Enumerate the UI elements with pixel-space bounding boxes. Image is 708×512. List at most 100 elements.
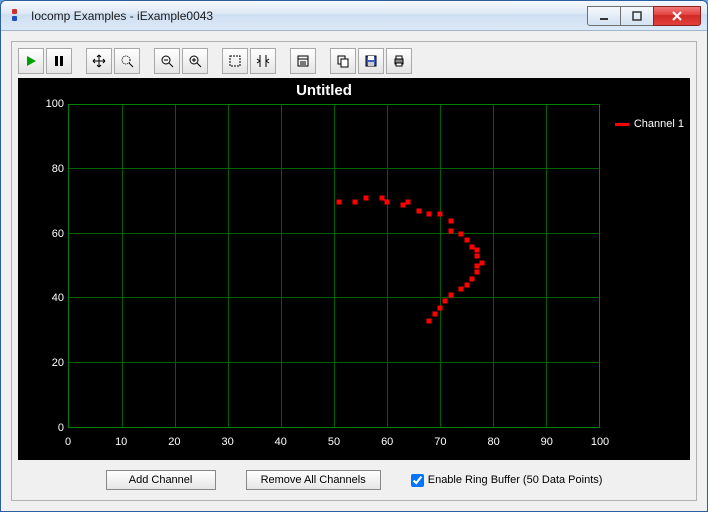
zoom-out-button[interactable]	[154, 48, 180, 74]
x-tick: 10	[115, 436, 127, 448]
zoom-box-icon	[120, 54, 134, 68]
data-point	[443, 299, 448, 304]
copy-icon	[336, 54, 350, 68]
x-tick: 0	[65, 436, 71, 448]
gridline-v	[387, 105, 388, 427]
data-point	[459, 286, 464, 291]
x-tick: 100	[591, 436, 609, 448]
window-buttons	[588, 6, 701, 26]
x-tick: 40	[275, 436, 287, 448]
legend-label: Channel 1	[634, 118, 684, 130]
window-title: Iocomp Examples - iExample0043	[31, 9, 588, 23]
data-point	[438, 212, 443, 217]
save-button[interactable]	[358, 48, 384, 74]
ring-buffer-checkbox-label[interactable]: Enable Ring Buffer (50 Data Points)	[411, 474, 603, 487]
data-point	[427, 318, 432, 323]
gridline-v	[175, 105, 176, 427]
play-button[interactable]	[18, 48, 44, 74]
data-point	[475, 247, 480, 252]
x-tick: 90	[541, 436, 553, 448]
select-button[interactable]	[222, 48, 248, 74]
ring-buffer-checkbox[interactable]	[411, 474, 424, 487]
data-point	[475, 264, 480, 269]
zoom-in-icon	[188, 54, 202, 68]
bottom-controls: Add Channel Remove All Channels Enable R…	[18, 460, 690, 490]
cursor-icon	[256, 54, 270, 68]
data-point	[464, 238, 469, 243]
zoom-box-button[interactable]	[114, 48, 140, 74]
gridline-v	[546, 105, 547, 427]
data-point	[480, 260, 485, 265]
y-tick: 80	[34, 163, 64, 175]
x-tick: 20	[168, 436, 180, 448]
data-point	[353, 199, 358, 204]
data-point	[459, 231, 464, 236]
zoom-in-button[interactable]	[182, 48, 208, 74]
legend: Channel 1	[615, 118, 684, 130]
pause-icon	[53, 55, 65, 67]
pan-button[interactable]	[86, 48, 112, 74]
data-point	[469, 244, 474, 249]
remove-all-channels-button[interactable]: Remove All Channels	[246, 470, 381, 490]
data-point	[385, 199, 390, 204]
zoom-out-icon	[160, 54, 174, 68]
cursor-button[interactable]	[250, 48, 276, 74]
gridline-v	[493, 105, 494, 427]
data-point	[464, 283, 469, 288]
save-icon	[364, 54, 378, 68]
add-channel-button[interactable]: Add Channel	[106, 470, 216, 490]
print-icon	[392, 54, 406, 68]
properties-button[interactable]	[290, 48, 316, 74]
gridline-v	[440, 105, 441, 427]
data-point	[448, 228, 453, 233]
main-panel: Untitled Channel 1 0 10 20 30 40 50 60 70 80 90 10…	[11, 41, 697, 501]
data-point	[475, 254, 480, 259]
x-tick: 30	[221, 436, 233, 448]
data-point	[337, 199, 342, 204]
y-tick: 60	[34, 228, 64, 240]
data-point	[416, 209, 421, 214]
titlebar: Iocomp Examples - iExample0043	[1, 1, 707, 31]
data-point	[406, 199, 411, 204]
data-point	[427, 212, 432, 217]
gridline-h	[69, 168, 599, 169]
app-window: Iocomp Examples - iExample0043	[0, 0, 708, 512]
y-tick: 100	[34, 98, 64, 110]
pause-button[interactable]	[46, 48, 72, 74]
gridline-v	[334, 105, 335, 427]
y-tick: 20	[34, 357, 64, 369]
chart-area[interactable]: Untitled Channel 1 0 10 20 30 40 50 60 70 80 90 10…	[18, 78, 690, 460]
gridline-h	[69, 297, 599, 298]
legend-swatch	[615, 123, 629, 126]
gridline-v	[281, 105, 282, 427]
gridline-h	[69, 233, 599, 234]
data-point	[379, 196, 384, 201]
x-tick: 50	[328, 436, 340, 448]
data-point	[469, 276, 474, 281]
gridline-v	[122, 105, 123, 427]
plot-area	[68, 104, 600, 428]
data-point	[448, 218, 453, 223]
y-tick: 40	[34, 292, 64, 304]
minimize-button[interactable]	[587, 6, 621, 26]
print-button[interactable]	[386, 48, 412, 74]
ring-buffer-label-text: Enable Ring Buffer (50 Data Points)	[428, 474, 603, 486]
x-tick: 60	[381, 436, 393, 448]
app-icon	[9, 8, 25, 24]
data-point	[432, 312, 437, 317]
data-point	[400, 202, 405, 207]
maximize-button[interactable]	[620, 6, 654, 26]
data-point	[475, 270, 480, 275]
x-tick: 70	[434, 436, 446, 448]
close-button[interactable]	[653, 6, 701, 26]
data-point	[438, 305, 443, 310]
gridline-v	[228, 105, 229, 427]
select-icon	[228, 54, 242, 68]
copy-button[interactable]	[330, 48, 356, 74]
x-tick: 80	[487, 436, 499, 448]
pan-icon	[92, 54, 106, 68]
data-point	[448, 292, 453, 297]
toolbar	[18, 48, 690, 74]
chart-title: Untitled	[18, 82, 630, 99]
client-area: Untitled Channel 1 0 10 20 30 40 50 60 70 80 90 10…	[1, 31, 707, 511]
